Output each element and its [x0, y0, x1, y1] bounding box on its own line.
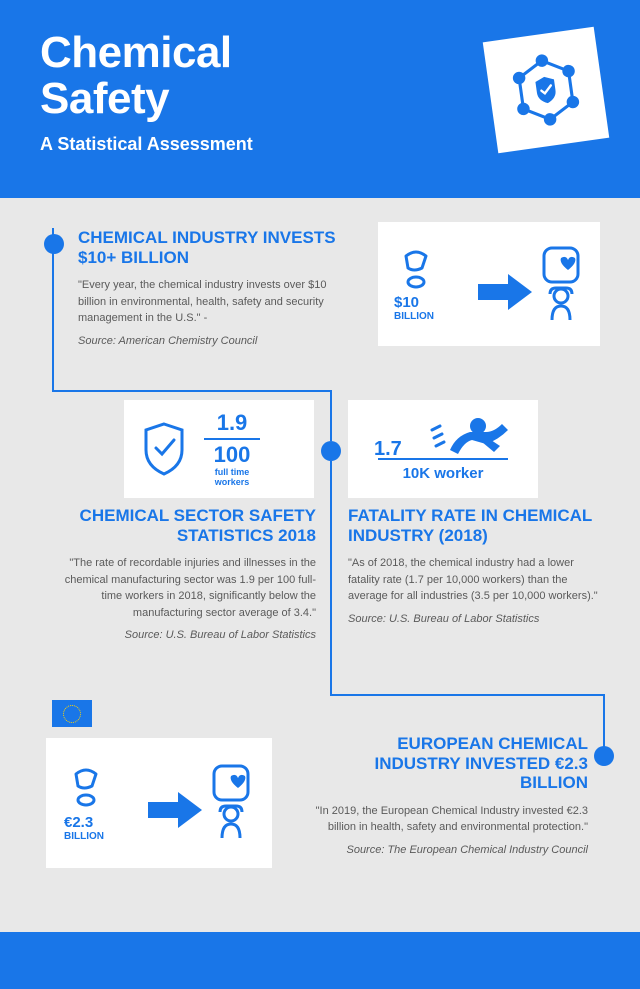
card-injury-rate: 1.9 100 full time workers [124, 400, 314, 498]
timeline-line [52, 390, 332, 392]
card-fatality-rate: 1.7 10K worker [348, 400, 538, 498]
section-body: "The rate of recordable injuries and ill… [50, 555, 316, 621]
section-title: FATALITY RATE IN CHEMICAL INDUSTRY (2018… [348, 506, 600, 545]
eu-flag-icon [52, 700, 92, 727]
card-eu-investment: €2.3 BILLION [46, 738, 272, 868]
timeline-dot [594, 746, 614, 766]
card-10-billion: $10 BILLION [378, 222, 600, 346]
timeline-dot [321, 441, 341, 461]
section-source: Source: U.S. Bureau of Labor Statistics [348, 613, 600, 625]
section-body: "As of 2018, the chemical industry had a… [348, 555, 600, 605]
shield-check-icon [138, 418, 190, 480]
section-source: Source: U.S. Bureau of Labor Statistics [50, 629, 316, 641]
section-source: Source: The European Chemical Industry C… [312, 844, 588, 856]
molecule-shield-icon [483, 27, 609, 153]
section-investment-us: CHEMICAL INDUSTRY INVESTS $10+ BILLION "… [78, 228, 338, 347]
section-safety-stats: CHEMICAL SECTOR SAFETY STATISTICS 2018 "… [50, 506, 316, 641]
section-fatality-rate: FATALITY RATE IN CHEMICAL INDUSTRY (2018… [348, 506, 600, 625]
footer-bar [0, 932, 640, 989]
stat-denominator: 100 [204, 442, 260, 468]
section-title: CHEMICAL SECTOR SAFETY STATISTICS 2018 [50, 506, 316, 545]
section-title: CHEMICAL INDUSTRY INVESTS $10+ BILLION [78, 228, 338, 267]
section-body: "In 2019, the European Chemical Industry… [312, 803, 588, 836]
stat-unit: BILLION [394, 311, 434, 322]
section-body: "Every year, the chemical industry inves… [78, 277, 338, 327]
stat-value: €2.3 [64, 814, 104, 831]
section-title: EUROPEAN CHEMICAL INDUSTRY INVESTED €2.3… [312, 734, 588, 793]
timeline-dot [44, 234, 64, 254]
falling-worker-icon [406, 416, 526, 460]
timeline-line [330, 461, 332, 696]
stat-unit: 10K worker [403, 465, 484, 482]
section-source: Source: American Chemistry Council [78, 335, 338, 347]
stat-value: 1.7 [374, 438, 402, 461]
stat-label: workers [215, 477, 250, 487]
stat-label: full time [215, 467, 250, 477]
section-eu-investment: EUROPEAN CHEMICAL INDUSTRY INVESTED €2.3… [312, 734, 588, 856]
stat-value: $10 [394, 294, 434, 311]
timeline-line [330, 694, 605, 696]
header: Chemical Safety A Statistical Assessment [0, 0, 640, 198]
stat-unit: BILLION [64, 831, 104, 842]
timeline-line [52, 228, 54, 392]
timeline-line [603, 694, 605, 750]
divider [204, 438, 260, 440]
stat-numerator: 1.9 [204, 410, 260, 436]
timeline-line [330, 390, 332, 441]
content-area: CHEMICAL INDUSTRY INVESTS $10+ BILLION "… [0, 198, 640, 932]
